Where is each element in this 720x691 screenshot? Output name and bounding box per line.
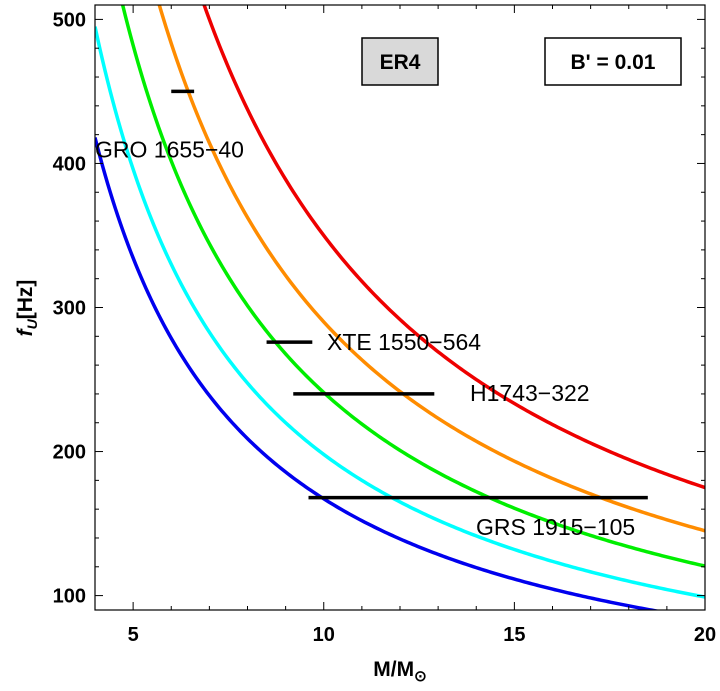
x-tick-label: 15: [503, 624, 525, 646]
source-label-gro-1655-40: GRO 1655−40: [95, 136, 244, 162]
y-tick-label: 300: [53, 298, 86, 320]
curve-blue: [95, 137, 661, 610]
y-axis-title-sub: U: [24, 318, 40, 329]
y-tick-label: 500: [53, 9, 86, 31]
model-label-box: ER4: [361, 37, 439, 86]
model-label: ER4: [380, 51, 421, 74]
x-axis-ticks: 5 10 15 20: [94, 5, 716, 646]
curve-cyan: [95, 26, 705, 599]
y-axis-title: fU[Hz]: [14, 280, 40, 337]
param-label: B' = 0.01: [571, 51, 656, 74]
curve-green: [120, 5, 705, 568]
y-axis-title-unit: [Hz]: [14, 280, 37, 320]
curve-red: [202, 5, 705, 490]
y-axis-title-main: f: [14, 327, 37, 336]
y-axis-ticks: 100 200 300 400 500: [53, 9, 705, 608]
source-label-xte-1550-564: XTE 1550−564: [327, 329, 481, 355]
y-tick-label: 200: [53, 442, 86, 464]
source-bar-group: GRO 1655−40 XTE 1550−564 H1743−322 GRS 1915…: [95, 89, 648, 540]
y-tick-label: 400: [53, 153, 86, 175]
source-label-grs-1915-105: GRS 1915−105: [476, 514, 635, 540]
param-label-box: B' = 0.01: [544, 37, 682, 86]
y-tick-label: 100: [53, 586, 86, 608]
x-tick-label: 5: [128, 624, 139, 646]
x-tick-label: 10: [313, 624, 335, 646]
x-axis-title-sub: ⊙: [414, 668, 427, 685]
x-axis-title: M/M⊙: [373, 658, 426, 685]
source-label-h1743-322: H1743−322: [470, 380, 590, 406]
x-tick-label: 20: [694, 624, 716, 646]
x-axis-title-main: M/M: [373, 658, 414, 681]
